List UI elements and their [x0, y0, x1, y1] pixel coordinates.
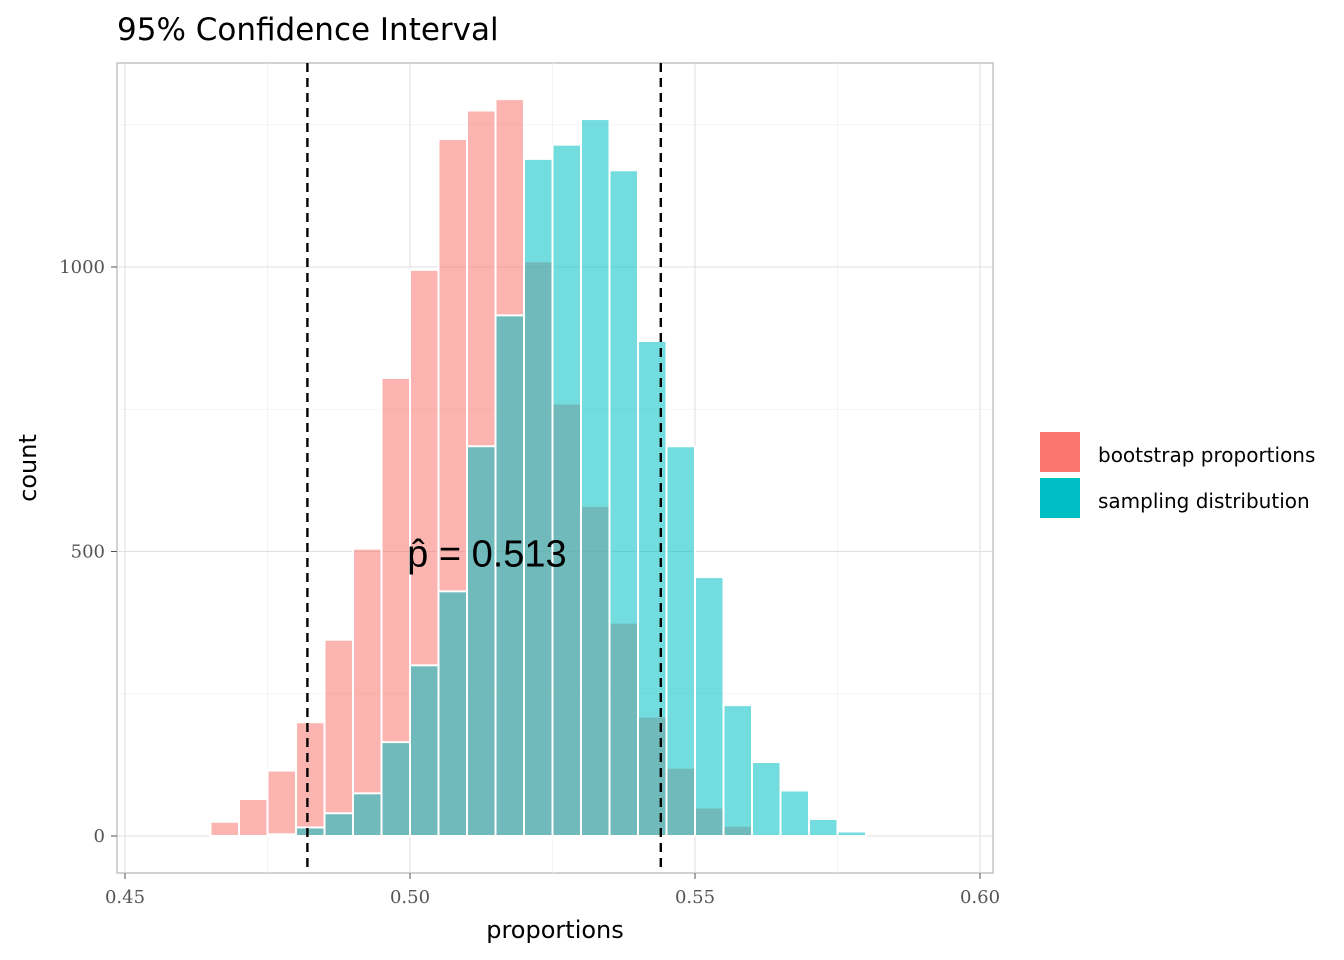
y-tick-label: 0: [94, 826, 105, 847]
histogram-bar: [836, 830, 867, 837]
histogram-bar: [580, 118, 611, 837]
histogram-bar: [437, 590, 468, 838]
legend-swatch-sampling: [1040, 478, 1080, 518]
legend-label-sampling: sampling distribution: [1098, 489, 1310, 513]
histogram-bar: [266, 833, 297, 838]
y-tick-label: 1000: [59, 257, 105, 278]
x-axis-title: proportions: [486, 916, 624, 944]
histogram-bar: [808, 817, 839, 837]
legend: bootstrap proportions sampling distribut…: [1040, 432, 1315, 518]
legend-swatch-bootstrap: [1040, 432, 1080, 472]
y-axis-ticks: 0 500 1000: [59, 257, 117, 847]
histogram-bar: [266, 769, 297, 837]
histogram-bar: [608, 169, 639, 837]
histogram-bar: [551, 143, 582, 838]
histogram-bar: [523, 157, 554, 837]
x-tick-label: 0.45: [105, 887, 145, 908]
histogram-bar: [466, 445, 497, 837]
histogram-bar: [722, 704, 753, 837]
histogram-bar: [779, 789, 810, 837]
x-tick-label: 0.50: [390, 887, 430, 908]
histogram-bar: [238, 798, 269, 838]
y-tick-label: 500: [71, 542, 105, 563]
chart-title: 95% Confidence Interval: [117, 12, 499, 48]
x-axis-ticks: 0.45 0.50 0.55 0.60: [105, 873, 1000, 908]
histogram-bar: [409, 664, 440, 837]
histogram-bar: [352, 792, 383, 838]
x-tick-label: 0.60: [960, 887, 1000, 908]
histogram-bars: [209, 98, 867, 838]
histogram-bar: [751, 761, 782, 838]
histogram-bar: [494, 314, 525, 837]
p-hat-annotation: p̂ = 0.513: [407, 534, 567, 576]
x-tick-label: 0.55: [675, 887, 715, 908]
legend-label-bootstrap: bootstrap proportions: [1098, 443, 1315, 467]
histogram-bar: [209, 820, 240, 838]
confidence-bounds: [306, 63, 662, 873]
histogram-bar: [694, 576, 725, 837]
histogram-bar: [323, 638, 354, 837]
histogram-bar: [323, 812, 354, 837]
histogram-bar: [380, 741, 411, 837]
histogram-bar: [665, 445, 696, 837]
histogram-bar: [295, 826, 326, 838]
y-axis-title: count: [14, 434, 42, 502]
histogram-bar: [295, 721, 326, 838]
histogram-bar: [637, 339, 668, 837]
